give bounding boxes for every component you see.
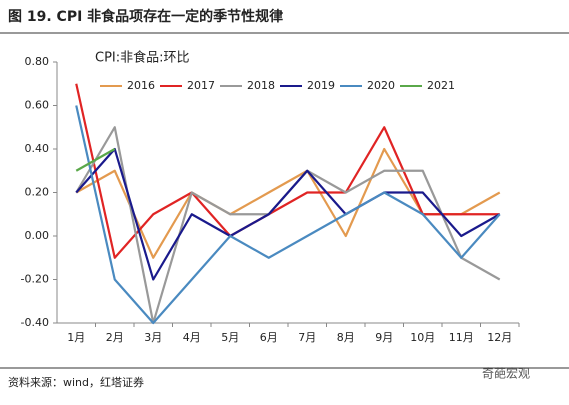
x-tick-label: 11月 — [449, 331, 474, 344]
chart-title: 图 19. CPI 非食品项存在一定的季节性规律 — [8, 8, 283, 25]
y-tick-label: -0.40 — [21, 316, 49, 329]
source: 资料来源：wind，红塔证券 — [8, 375, 144, 389]
y-tick-label: 0.80 — [25, 55, 50, 68]
y-tick-label: -0.20 — [21, 273, 49, 286]
x-tick-label: 4月 — [183, 331, 201, 344]
x-tick-label: 10月 — [410, 331, 435, 344]
x-tick-label: 8月 — [337, 331, 355, 344]
title-bar — [0, 0, 569, 34]
legend-label: 2016 — [127, 79, 155, 92]
x-tick-label: 6月 — [260, 331, 278, 344]
y-tick-label: 0.60 — [25, 99, 50, 112]
legend-label: 2018 — [247, 79, 275, 92]
series-line — [75, 147, 501, 281]
x-tick-label: 1月 — [67, 331, 85, 344]
legend-label: 2021 — [427, 79, 455, 92]
legend-label: 2019 — [307, 79, 335, 92]
legend-label: 2020 — [367, 79, 395, 92]
series-line — [75, 105, 501, 325]
y-tick-label: 0.40 — [25, 142, 50, 155]
x-tick-label: 9月 — [375, 331, 393, 344]
chart-subtitle: CPI:非食品:环比 — [95, 50, 190, 66]
x-tick-label: 3月 — [144, 331, 162, 344]
watermark: 奇葩宏观 — [482, 366, 530, 381]
y-tick-label: 0.00 — [25, 229, 50, 242]
series-line — [75, 83, 500, 259]
y-tick-label: 0.20 — [25, 186, 50, 199]
x-tick-label: 2月 — [106, 331, 124, 344]
legend-label: 2017 — [187, 79, 215, 92]
series-line — [75, 148, 116, 172]
x-tick-label: 7月 — [298, 331, 316, 344]
x-tick-label: 5月 — [221, 331, 239, 344]
x-tick-label: 12月 — [487, 331, 512, 344]
